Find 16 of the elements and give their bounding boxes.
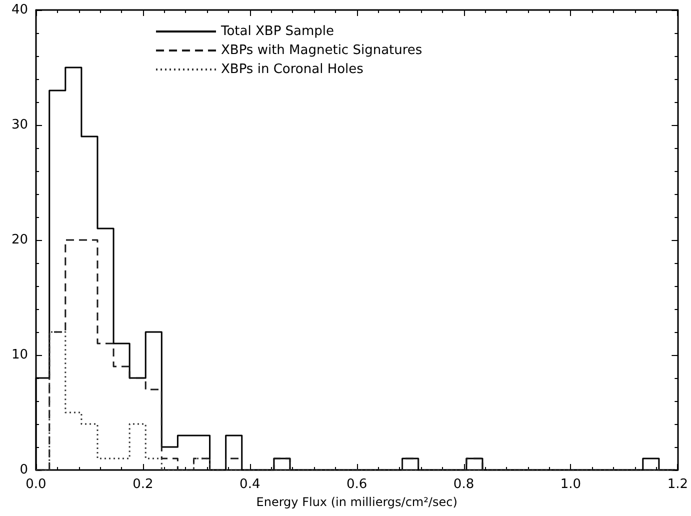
legend-label: Total XBP Sample — [220, 24, 334, 39]
x-tick-label: 1.2 — [667, 477, 688, 492]
x-tick-label: 0.2 — [132, 477, 154, 492]
x-tick-label: 0.6 — [346, 477, 368, 492]
y-tick-label: 0 — [20, 462, 28, 478]
legend-label: XBPs in Coronal Holes — [221, 62, 364, 77]
x-tick-label: 0.8 — [453, 477, 474, 492]
y-tick-label: 30 — [11, 118, 28, 132]
y-tick-label: 40 — [11, 2, 28, 18]
y-tick-label: 10 — [11, 348, 28, 362]
y-tick-label: 20 — [11, 232, 28, 248]
x-axis-title: Energy Flux (in milliergs/cm²/sec) — [256, 494, 458, 509]
x-tick-label: 1.0 — [560, 477, 582, 492]
legend-label: XBPs with Magnetic Signatures — [221, 43, 422, 58]
x-tick-label: 0.0 — [26, 477, 46, 492]
x-tick-label: 0.4 — [240, 477, 260, 492]
